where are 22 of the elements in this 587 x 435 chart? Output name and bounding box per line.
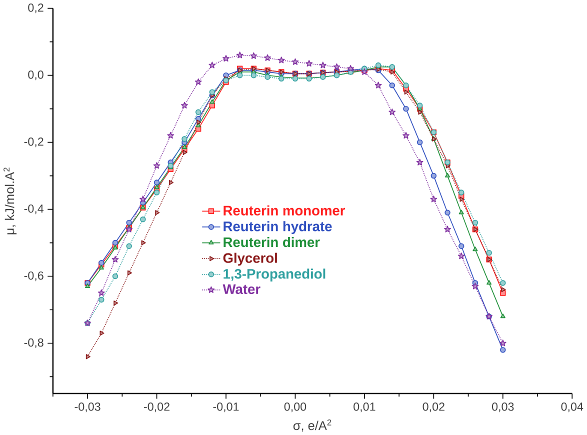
x-axis-title: σ, e/A$^{2}$ — [293, 419, 332, 432]
x-tick-label: 0,02 — [422, 402, 444, 412]
y-axis-title: μ, kJ/mol.A$^{2}$ — [4, 168, 17, 234]
y-tick-label: 0,0 — [28, 70, 44, 80]
y-tick-label: -0,4 — [24, 204, 44, 214]
legend-label: Reuterin dimer — [224, 236, 320, 248]
legend-label: Water — [222, 284, 260, 294]
legend-label: Glycerol — [223, 252, 277, 266]
y-tick-label: 0,2 — [28, 3, 44, 14]
legend-label: Reuterin monomer — [224, 205, 346, 216]
x-tick-label: -0,02 — [144, 402, 170, 412]
y-tick-label: -0,8 — [24, 338, 44, 348]
x-tick-label: 0,00 — [284, 402, 306, 412]
x-tick-label: -0,03 — [74, 402, 100, 412]
y-tick-label: -0,2 — [24, 137, 44, 148]
x-tick-label: 0,04 — [561, 402, 584, 412]
x-tick-label: 0,01 — [354, 402, 376, 412]
x-tick-label: -0,01 — [213, 402, 239, 412]
legend-label: Reuterin hydrate — [224, 221, 332, 234]
x-tick-label: 0,03 — [492, 402, 514, 412]
y-tick-label: -0,6 — [24, 271, 44, 282]
legend-label: 1,3-Propanediol — [224, 268, 326, 282]
